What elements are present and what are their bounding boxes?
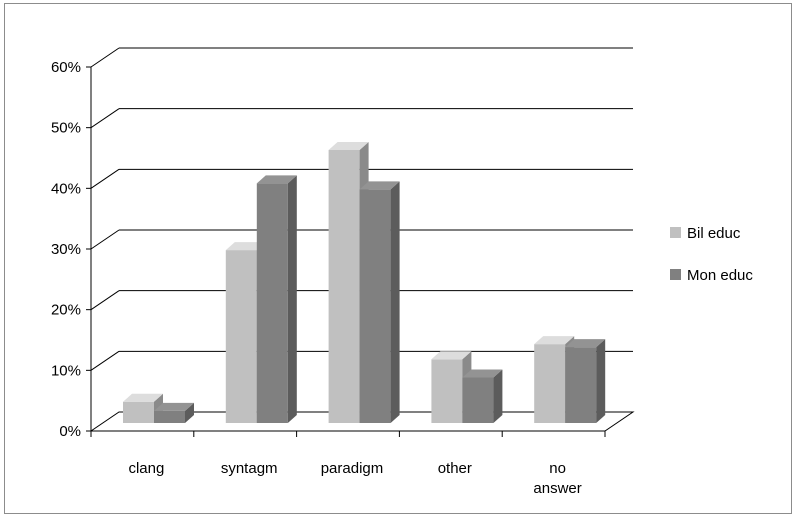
x-tick-label-line: no: [549, 460, 566, 477]
bar-chart: 0% 10% 20% 30% 40% 50% 60% clang syntagm paradigm…: [51, 47, 753, 497]
bar-side: [493, 369, 503, 423]
gridline-side: [90, 108, 120, 129]
x-tick-label-line: answer: [533, 480, 581, 497]
x-tick-label-line: clang: [128, 460, 164, 477]
legend-swatch: [670, 227, 681, 238]
y-tick-label: 0%: [59, 423, 81, 440]
y-tick-label: 40%: [51, 180, 81, 197]
gridline-side: [90, 229, 120, 250]
x-tick-label: syntagm: [221, 460, 278, 477]
bar-front: [565, 347, 597, 423]
bar-front: [328, 150, 360, 423]
bar-front: [225, 250, 257, 423]
legend-item: Mon educ: [670, 267, 753, 284]
bar: [359, 181, 400, 423]
bar-front: [431, 359, 463, 423]
bar-top: [431, 351, 472, 360]
bar-front: [154, 410, 185, 423]
bar: [154, 402, 194, 423]
bar: [565, 339, 606, 423]
x-tick-label: paradigm: [321, 460, 384, 477]
x-tick-label: other: [438, 460, 472, 477]
bar-side: [390, 181, 400, 423]
legend-label: Bil educ: [687, 225, 741, 242]
legend-item: Bil educ: [670, 225, 741, 242]
legend-label: Mon educ: [687, 267, 753, 284]
legend-swatch: [670, 269, 681, 280]
x-tick-label: no answer: [533, 460, 581, 497]
gridline-side: [90, 350, 120, 371]
bar-front: [534, 344, 566, 423]
bar-front: [462, 377, 494, 423]
bar-top: [534, 336, 575, 345]
y-tick-label: 50%: [51, 120, 81, 137]
bar-layer: [123, 142, 606, 423]
bar-top: [462, 369, 503, 378]
bar-side: [596, 339, 606, 423]
bar-top: [256, 175, 297, 184]
bar-side: [287, 175, 297, 423]
bar: [256, 175, 297, 423]
gridline-side: [90, 168, 120, 189]
x-tick-label-line: syntagm: [221, 460, 278, 477]
y-tick-label: 10%: [51, 362, 81, 379]
bar-front: [359, 189, 391, 423]
x-tick-label: clang: [128, 460, 164, 477]
x-tick-label-line: other: [438, 460, 472, 477]
bar-side: [185, 402, 194, 423]
x-tick-label-line: paradigm: [321, 460, 384, 477]
label-layer: 0% 10% 20% 30% 40% 50% 60% clang syntagm paradigm…: [51, 59, 582, 497]
y-tick-label: 60%: [51, 59, 81, 76]
gridline-side: [90, 290, 120, 311]
gridline-side: [90, 47, 120, 68]
bar: [462, 369, 503, 423]
bar-top: [359, 181, 400, 190]
bar-top: [225, 242, 266, 251]
axis-layer: [86, 66, 606, 437]
chart-frame: 0% 10% 20% 30% 40% 50% 60% clang syntagm paradigm…: [4, 3, 792, 514]
bar-top: [328, 142, 369, 150]
y-tick-label: 20%: [51, 302, 81, 319]
legend: Bil educ Mon educ: [670, 225, 753, 284]
y-tick-label: 30%: [51, 241, 81, 258]
bar-front: [256, 183, 288, 423]
bar-front: [123, 401, 154, 423]
bar-top: [123, 393, 163, 402]
bar-top: [154, 402, 194, 411]
bar-top: [565, 339, 606, 348]
chart-floor: [89, 411, 635, 432]
